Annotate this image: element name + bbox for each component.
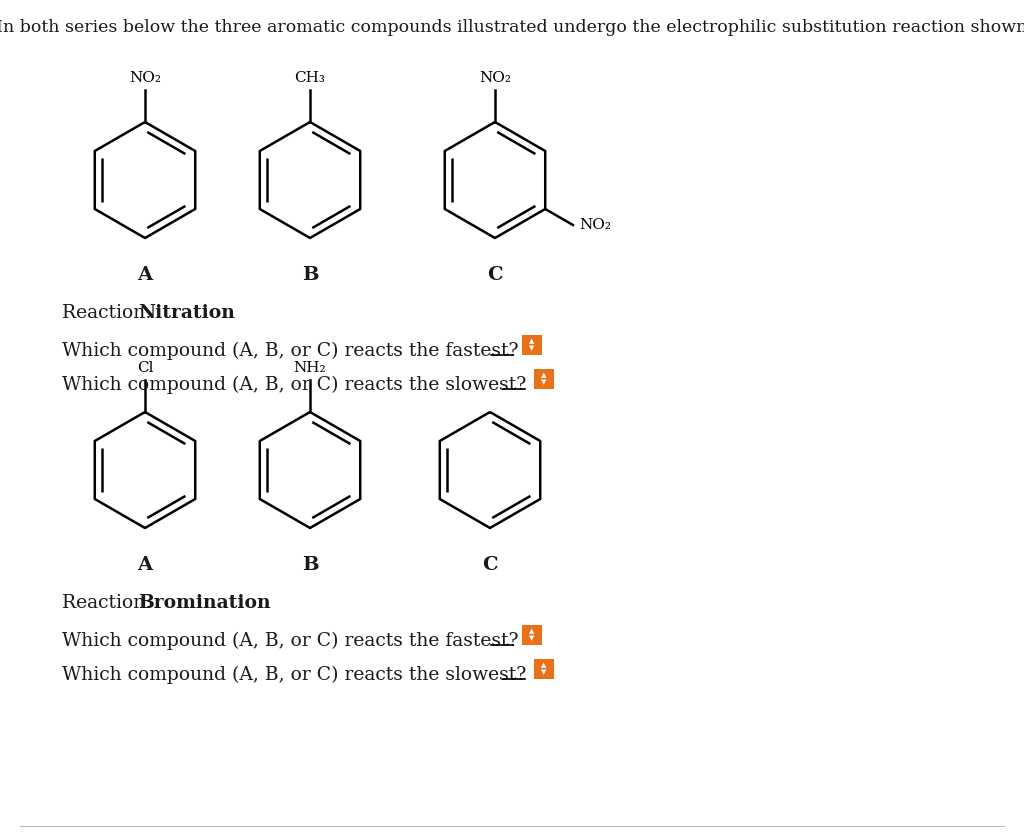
Text: CH₃: CH₃: [295, 71, 326, 85]
FancyBboxPatch shape: [522, 335, 542, 355]
Text: NH₂: NH₂: [294, 361, 327, 375]
FancyBboxPatch shape: [534, 659, 554, 679]
Text: Which compound (A, B, or C) reacts the fastest?: Which compound (A, B, or C) reacts the f…: [62, 342, 518, 360]
Text: ▲: ▲: [542, 662, 547, 668]
Text: Cl: Cl: [137, 361, 154, 375]
Text: B: B: [302, 556, 318, 574]
Text: ▼: ▼: [542, 670, 547, 676]
Text: Reaction:: Reaction:: [62, 304, 158, 322]
Text: Reaction:: Reaction:: [62, 594, 158, 612]
Text: In both series below the three aromatic compounds illustrated undergo the electr: In both series below the three aromatic …: [0, 19, 1024, 36]
Text: Which compound (A, B, or C) reacts the fastest?: Which compound (A, B, or C) reacts the f…: [62, 632, 518, 651]
Text: NO₂: NO₂: [129, 71, 161, 85]
FancyBboxPatch shape: [534, 369, 554, 389]
Text: Bromination: Bromination: [138, 594, 270, 612]
Text: ▲: ▲: [529, 339, 535, 344]
Text: C: C: [487, 266, 503, 284]
Text: ▲: ▲: [529, 628, 535, 635]
Text: ▼: ▼: [529, 345, 535, 352]
FancyBboxPatch shape: [522, 625, 542, 645]
Text: NO₂: NO₂: [579, 218, 611, 232]
Text: A: A: [137, 556, 153, 574]
Text: Which compound (A, B, or C) reacts the slowest?: Which compound (A, B, or C) reacts the s…: [62, 666, 526, 684]
Text: ▲: ▲: [542, 373, 547, 379]
Text: Which compound (A, B, or C) reacts the slowest?: Which compound (A, B, or C) reacts the s…: [62, 376, 526, 394]
Text: C: C: [482, 556, 498, 574]
Text: NO₂: NO₂: [479, 71, 511, 85]
Text: Nitration: Nitration: [138, 304, 234, 322]
Text: A: A: [137, 266, 153, 284]
Text: ▼: ▼: [529, 636, 535, 641]
Text: ▼: ▼: [542, 379, 547, 385]
Text: B: B: [302, 266, 318, 284]
